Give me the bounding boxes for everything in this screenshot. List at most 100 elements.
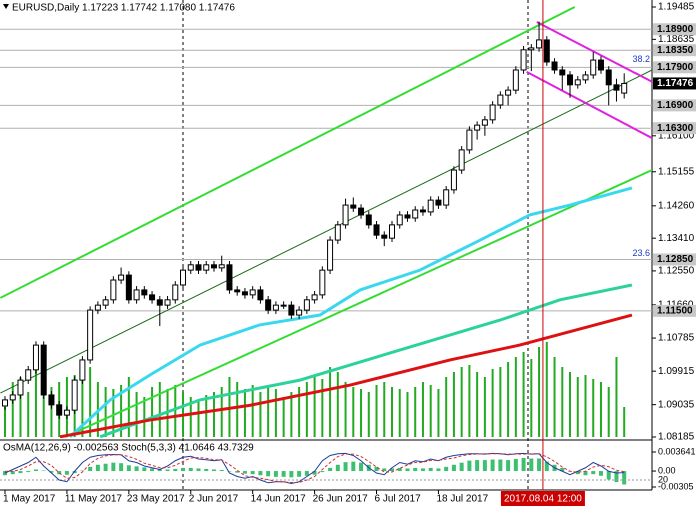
candle-body (373, 224, 380, 236)
candle-body (443, 189, 450, 206)
x-tick-label: 11 May 2017 (65, 494, 123, 505)
candle-body (412, 209, 419, 219)
indicator-layer (0, 452, 652, 485)
candle-body (520, 49, 527, 71)
candle-body (590, 59, 597, 76)
candle-body (288, 304, 295, 316)
candle-body (613, 84, 620, 91)
x-tick-label: 1 May 2017 (3, 494, 56, 505)
candle-body (303, 299, 310, 311)
candle-body (172, 284, 179, 301)
stoch-line (4, 452, 625, 485)
candle-body (327, 239, 334, 271)
candle-body (512, 69, 519, 91)
candle-body (582, 74, 589, 81)
candle-body (17, 379, 24, 396)
candle-body (110, 279, 117, 301)
candle-body (94, 304, 101, 311)
candle-body (79, 359, 86, 381)
candle-body (87, 309, 94, 361)
indicator-title: OsMA(12,26,9) -0.002563 Stoch(5,3,3) 41.… (3, 443, 254, 454)
candle-body (272, 304, 279, 311)
axis-layer: 1.19485 1.18635 1.16100 1.15155 1.14260 1.134… (3, 0, 696, 506)
candle-body (56, 404, 63, 416)
candle-body (257, 289, 264, 301)
level-box (653, 23, 696, 36)
candle-body (156, 299, 163, 306)
fib-label: 38.2 (632, 54, 650, 64)
candle-body (396, 214, 403, 226)
candle-body (489, 104, 496, 121)
candle-body (458, 149, 465, 171)
level-label: 1.17900 (657, 62, 694, 73)
candle-body (226, 264, 233, 291)
candle-body (574, 79, 581, 86)
y-tick-label: 1.18635 (658, 34, 695, 45)
y-tick-label: 1.10785 (658, 333, 695, 344)
level-label: 1.18900 (657, 24, 694, 35)
candle-body (164, 299, 171, 306)
level-label: 1.11500 (657, 305, 693, 316)
level-box (653, 253, 696, 266)
x-tick-label: 18 Jul 2017 (436, 494, 488, 505)
candle-body (25, 369, 32, 381)
level-label: 1.16300 (657, 123, 694, 134)
stoch-line (5, 453, 625, 483)
candle-body (218, 264, 225, 269)
chart-title: EURUSD,Daily 1.17223 1.17742 1.17080 1.1… (12, 3, 235, 14)
x-tick-label: 6 Jul 2017 (375, 494, 422, 505)
candle-body (32, 344, 39, 371)
level-box (653, 99, 696, 112)
candle-body (63, 409, 70, 416)
level-box (653, 44, 696, 57)
candle-body (342, 204, 349, 226)
candle-body (195, 264, 202, 271)
last-price-box (653, 77, 696, 90)
candle-body (187, 264, 194, 271)
candle-body (358, 207, 365, 216)
candle-body (389, 224, 395, 239)
level-box (653, 304, 696, 317)
candle-body (280, 304, 287, 307)
overlay-line (526, 70, 652, 139)
candle-body (466, 129, 473, 151)
last-price-label: 1.17476 (657, 78, 694, 89)
overlay-line (536, 21, 652, 83)
candle-body (311, 294, 318, 301)
fib-label: 23.6 (632, 248, 650, 258)
x-tick-label: 2 Jun 2017 (189, 494, 239, 505)
candle-body (141, 289, 148, 296)
candle-body (319, 269, 326, 296)
y-tick-label: -0.00305 (658, 481, 694, 491)
candle-body (125, 274, 132, 301)
overlay-line (99, 283, 633, 438)
candle-body (551, 61, 558, 71)
candle-body (249, 289, 256, 296)
candle-body (9, 394, 16, 401)
y-tick-label: 1.09915 (658, 366, 695, 377)
candle-body (203, 264, 210, 271)
candle-body (543, 39, 550, 63)
candle-body (265, 299, 272, 311)
y2-tick-label: 20 (658, 474, 668, 484)
x-tick-label: 26 Jun 2017 (313, 494, 368, 505)
candle-body (118, 274, 125, 281)
candle-body (528, 47, 535, 51)
candle-layer (2, 21, 628, 419)
candle-body (597, 59, 604, 71)
candle-body (180, 269, 187, 286)
overlay-line (0, 6, 576, 299)
candle-body (419, 209, 426, 213)
candle-body (296, 309, 303, 316)
level-box (653, 122, 696, 135)
candle-body (71, 379, 78, 411)
candle-body (365, 214, 372, 226)
header-icon (3, 4, 9, 9)
level-label: 1.16900 (657, 100, 694, 111)
candle-body (48, 394, 55, 406)
candle-body (149, 294, 156, 301)
candle-body (350, 204, 357, 209)
level-box (653, 61, 696, 74)
candle-body (536, 39, 543, 49)
